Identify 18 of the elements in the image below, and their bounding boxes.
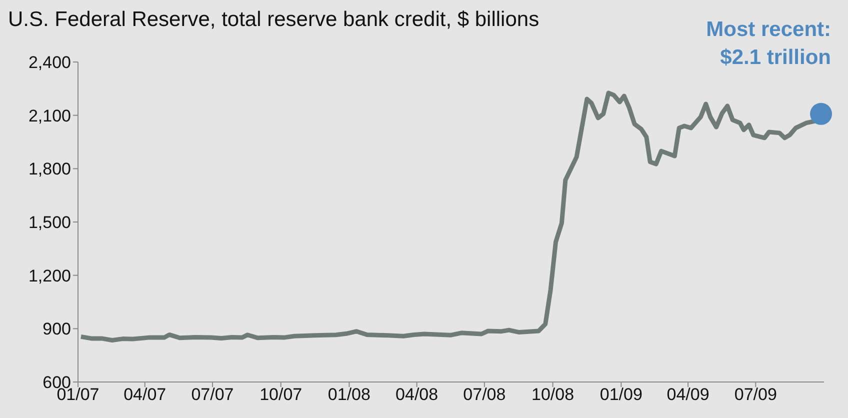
x-tick-label: 10/07 (260, 385, 302, 404)
x-tick-label: 07/07 (191, 385, 234, 404)
y-tick-label: 1,500 (28, 213, 71, 232)
x-tick-label: 10/08 (532, 385, 574, 404)
y-tick-label: 2,400 (28, 53, 71, 72)
y-tick-label: 1,200 (28, 266, 71, 286)
x-tick-label: 01/08 (328, 385, 370, 404)
annotation: Most recent: $2.1 trillion (706, 18, 832, 69)
x-tick-label: 01/09 (600, 385, 642, 404)
y-tick-label: 1,800 (28, 160, 71, 179)
x-tick-label: 04/09 (666, 385, 710, 404)
x-tick-label: 04/08 (396, 385, 438, 404)
x-tick-label: 07/08 (463, 385, 506, 404)
chart-title: U.S. Federal Reserve, total reserve bank credit, $ billions (8, 8, 540, 32)
x-tick-label: 07/09 (734, 385, 777, 404)
y-tick-label: 2,100 (28, 106, 71, 126)
x-tick-label: 04/07 (124, 385, 166, 404)
y-tick-label: 900 (42, 320, 71, 339)
